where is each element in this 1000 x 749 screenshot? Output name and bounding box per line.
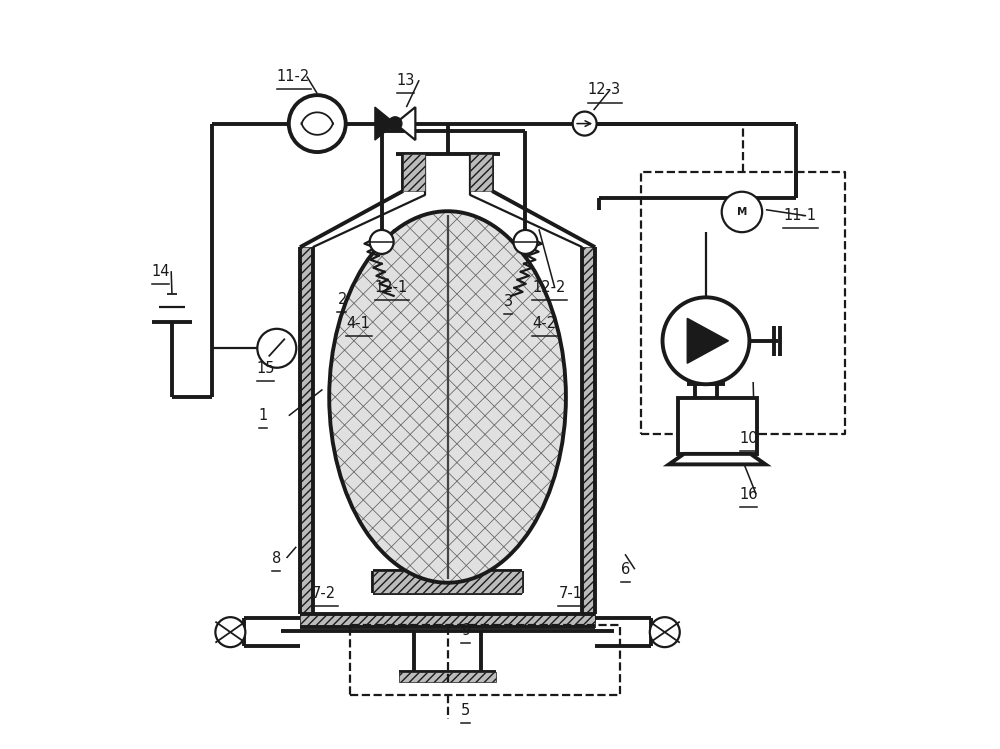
Circle shape — [573, 112, 597, 136]
Text: 11-2: 11-2 — [277, 69, 310, 84]
Text: 6: 6 — [621, 562, 631, 577]
Text: M: M — [737, 207, 747, 217]
Text: 13: 13 — [397, 73, 415, 88]
Text: 5: 5 — [461, 703, 470, 718]
Polygon shape — [375, 107, 395, 140]
Text: 2: 2 — [337, 292, 347, 307]
Text: 7-2: 7-2 — [312, 586, 336, 601]
Text: 3: 3 — [504, 294, 513, 309]
Circle shape — [722, 192, 762, 232]
Bar — [678, 398, 757, 454]
Text: 12-1: 12-1 — [375, 280, 408, 295]
Bar — [399, 672, 496, 682]
Circle shape — [388, 117, 402, 130]
Text: 15: 15 — [257, 361, 275, 376]
Circle shape — [513, 230, 537, 254]
Polygon shape — [687, 318, 728, 363]
Bar — [582, 247, 595, 627]
Circle shape — [289, 95, 346, 152]
Text: 12-3: 12-3 — [588, 82, 621, 97]
Bar — [470, 154, 492, 191]
Circle shape — [257, 329, 296, 368]
Circle shape — [663, 297, 749, 384]
Text: 4-2: 4-2 — [532, 316, 556, 331]
Text: 9: 9 — [461, 623, 470, 638]
Text: 4-1: 4-1 — [346, 316, 370, 331]
Text: 10: 10 — [740, 431, 758, 446]
Text: 16: 16 — [740, 487, 758, 502]
Bar — [300, 247, 313, 627]
Ellipse shape — [329, 211, 566, 583]
Bar — [403, 154, 425, 191]
Text: 14: 14 — [152, 264, 170, 279]
Text: 11-1: 11-1 — [783, 208, 816, 223]
Text: 8: 8 — [272, 551, 281, 565]
Text: 7-1: 7-1 — [558, 586, 582, 601]
Polygon shape — [669, 454, 766, 464]
Polygon shape — [395, 107, 415, 140]
Circle shape — [370, 230, 394, 254]
Text: 12-2: 12-2 — [532, 280, 566, 295]
Circle shape — [215, 617, 245, 647]
Bar — [300, 614, 595, 627]
Circle shape — [650, 617, 680, 647]
Bar — [373, 571, 522, 593]
Text: 1: 1 — [259, 408, 268, 423]
